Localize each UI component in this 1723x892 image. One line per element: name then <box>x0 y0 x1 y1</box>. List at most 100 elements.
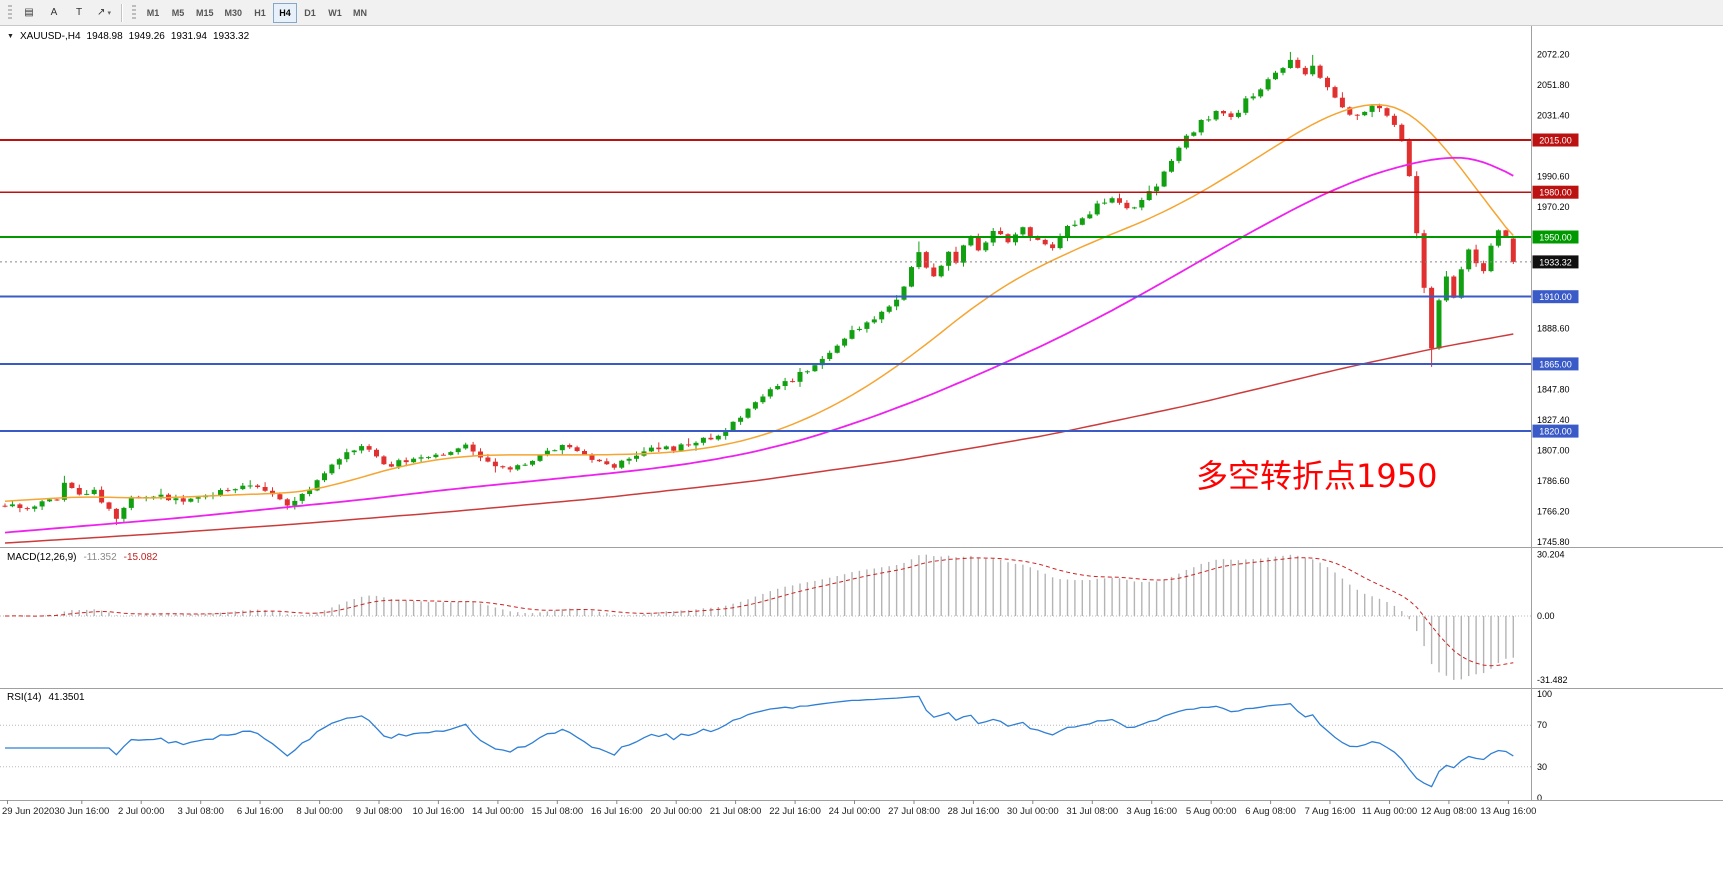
rsi-axis-label: 30 <box>1537 762 1547 772</box>
time-axis-label: 3 Jul 08:00 <box>177 806 223 817</box>
rsi-panel: 100 70 30 0 <box>0 688 1723 803</box>
time-axis-label: 12 Aug 08:00 <box>1421 806 1477 817</box>
text-tool-button[interactable]: T <box>75 7 83 18</box>
rsi-axis-label: 0 <box>1537 793 1542 803</box>
annotation-text: 多空转折点1950 <box>1196 457 1438 495</box>
time-axis: 29 Jun 2020 30 Jun 16:00 2 Jul 00:00 3 Jul … <box>0 26 1723 817</box>
time-axis-label: 3 Aug 16:00 <box>1126 806 1177 817</box>
time-axis-label: 29 Jun 2020 <box>2 806 54 817</box>
rsi-value: 41.3501 <box>48 692 85 703</box>
svg-text:1820.00: 1820.00 <box>1539 427 1572 437</box>
chart-title: ▼ XAUUSD-,H4 1948.98 1949.26 1931.94 193… <box>7 31 249 42</box>
price-axis: 2072.20 2051.80 2031.40 1990.60 1970.20 1888.… <box>1537 50 1570 547</box>
price-axis-tick: 2072.20 <box>1537 50 1570 60</box>
macd-histogram <box>11 554 1515 680</box>
price-axis-tick: 1807.00 <box>1537 446 1570 456</box>
timeframe-toolbar-grip[interactable] <box>132 4 136 21</box>
timeframe-button-m15[interactable]: M15 <box>196 7 214 18</box>
ohlc-high: 1949.26 <box>128 31 165 42</box>
toolbar-grip[interactable] <box>8 4 12 21</box>
price-axis-tick: 1970.20 <box>1537 202 1570 212</box>
macd-indicator-label: MACD(12,26,9) -11.352 -15.082 <box>7 552 158 563</box>
price-axis-tick: 2031.40 <box>1537 111 1570 121</box>
arrow-tool-button[interactable]: A <box>50 7 58 18</box>
svg-text:1910.00: 1910.00 <box>1539 292 1572 302</box>
ma-fast-line <box>4 103 1514 502</box>
time-axis-label: 21 Jul 08:00 <box>710 806 762 817</box>
time-axis-label: 16 Jul 16:00 <box>591 806 643 817</box>
timeframe-button-mn[interactable]: MN <box>353 7 368 18</box>
price-axis-badges: 2015.00 1980.00 1950.00 1910.00 1865.00 1820.… <box>1532 133 1579 438</box>
macd-signal-line <box>4 557 1514 667</box>
candlesticks <box>2 51 1516 526</box>
toolbar-separator <box>121 3 122 22</box>
timeframe-button-d1[interactable]: D1 <box>304 7 316 18</box>
macd-axis-label: -31.482 <box>1537 675 1568 685</box>
time-axis-label: 24 Jul 00:00 <box>829 806 881 817</box>
price-axis-tick: 1847.80 <box>1537 385 1570 395</box>
timeframe-button-m30[interactable]: M30 <box>224 7 243 18</box>
svg-text:1950.00: 1950.00 <box>1539 233 1572 243</box>
time-axis-label: 6 Aug 08:00 <box>1245 806 1296 817</box>
price-axis-tick: 1745.80 <box>1537 537 1570 547</box>
time-axis-label: 5 Aug 00:00 <box>1186 806 1237 817</box>
price-axis-tick: 1827.40 <box>1537 415 1570 425</box>
timeframe-button-h1[interactable]: H1 <box>254 7 266 18</box>
price-axis-tick: 1786.60 <box>1537 476 1570 486</box>
collapse-icon[interactable]: ▼ <box>7 33 14 40</box>
macd-name: MACD(12,26,9) <box>7 552 77 563</box>
timeframe-button-m5[interactable]: M5 <box>171 7 185 18</box>
time-axis-label: 15 Jul 08:00 <box>531 806 583 817</box>
time-axis-label: 13 Aug 16:00 <box>1480 806 1536 817</box>
chart-window: 2072.20 2051.80 2031.40 1990.60 1970.20 1888.… <box>0 26 1723 892</box>
timeframe-toolbar: M1 M5 M15 M30 H1 H4 D1 W1 MN <box>141 2 372 23</box>
ohlc-low: 1931.94 <box>170 31 207 42</box>
macd-main-value: -11.352 <box>83 552 117 563</box>
price-axis-tick: 1766.20 <box>1537 506 1570 516</box>
macd-axis-label: 0.00 <box>1537 611 1555 621</box>
ohlc-close: 1933.32 <box>212 31 250 42</box>
ma-slow-line <box>4 333 1514 544</box>
svg-text:2015.00: 2015.00 <box>1539 136 1572 146</box>
time-axis-label: 10 Jul 16:00 <box>413 806 465 817</box>
time-axis-label: 28 Jul 16:00 <box>948 806 1000 817</box>
time-axis-label: 7 Aug 16:00 <box>1305 806 1356 817</box>
macd-panel: 30.204 0.00 -31.482 <box>0 547 1723 685</box>
timeframe-button-w1[interactable]: W1 <box>328 7 342 18</box>
svg-text:1865.00: 1865.00 <box>1539 359 1572 369</box>
main-toolbar: ▤ A T ↗ ▾ M1 M5 M15 M30 H1 H4 D1 W1 MN <box>0 0 1723 26</box>
line-studies-toolbar: ▤ A T ↗ ▾ <box>17 3 116 23</box>
time-axis-label: 9 Jul 08:00 <box>356 806 402 817</box>
time-axis-label: 31 Jul 08:00 <box>1066 806 1118 817</box>
price-axis-tick: 1990.60 <box>1537 171 1570 181</box>
time-axis-label: 6 Jul 16:00 <box>237 806 283 817</box>
time-axis-label: 30 Jul 00:00 <box>1007 806 1059 817</box>
time-axis-label: 8 Jul 00:00 <box>296 806 342 817</box>
macd-axis-label: 30.204 <box>1537 550 1565 560</box>
rsi-name: RSI(14) <box>7 692 42 703</box>
rsi-axis-label: 100 <box>1537 689 1552 699</box>
chart-canvas[interactable]: 2072.20 2051.80 2031.40 1990.60 1970.20 1888.… <box>0 26 1723 892</box>
svg-text:1933.32: 1933.32 <box>1539 257 1572 267</box>
time-axis-label: 20 Jul 00:00 <box>650 806 702 817</box>
rsi-line <box>5 695 1514 788</box>
moving-average-lines <box>4 103 1514 544</box>
time-axis-label: 2 Jul 00:00 <box>118 806 164 817</box>
macd-signal-value: -15.082 <box>123 552 158 563</box>
svg-text:1980.00: 1980.00 <box>1539 188 1572 198</box>
horizontal-line-objects[interactable] <box>0 138 1531 433</box>
time-axis-label: 30 Jun 16:00 <box>54 806 109 817</box>
ma-medium-line <box>4 156 1514 534</box>
chart-objects-button[interactable]: ▤ <box>24 7 34 18</box>
rsi-indicator-label: RSI(14) 41.3501 <box>7 692 85 703</box>
price-axis-tick: 1888.60 <box>1537 324 1570 334</box>
shapes-tool-button[interactable]: ↗ ▾ <box>97 7 111 18</box>
time-axis-label: 11 Aug 00:00 <box>1362 806 1417 817</box>
time-axis-label: 27 Jul 08:00 <box>888 806 940 817</box>
price-axis-tick: 2051.80 <box>1537 80 1570 90</box>
timeframe-button-m1[interactable]: M1 <box>146 7 160 18</box>
symbol-timeframe-label: XAUUSD-,H4 <box>19 31 81 42</box>
rsi-axis-label: 70 <box>1537 720 1547 730</box>
time-axis-label: 14 Jul 00:00 <box>472 806 524 817</box>
timeframe-button-h4[interactable]: H4 <box>273 2 298 23</box>
